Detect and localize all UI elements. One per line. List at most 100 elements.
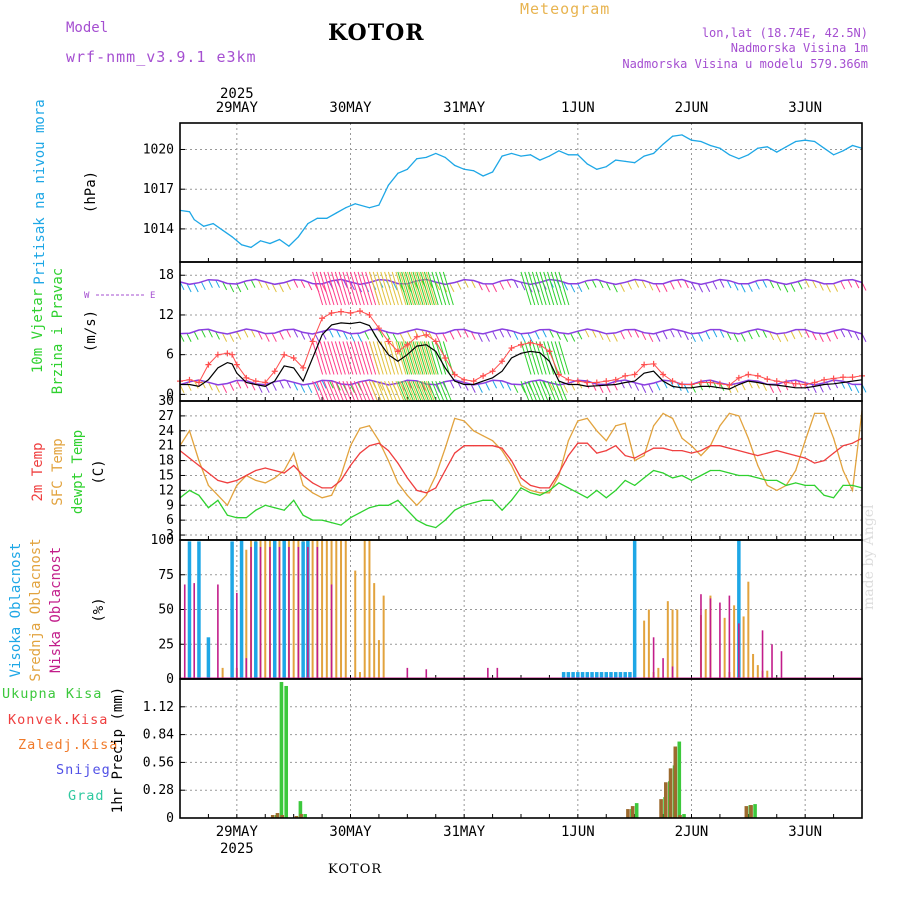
y-tick-label: 0.84 — [143, 728, 174, 743]
wind-gust-marker — [385, 338, 392, 345]
dewpoint-point — [188, 489, 191, 491]
wind-hatch — [539, 271, 551, 306]
wind-gust-marker — [281, 351, 288, 358]
temp-sfc-point — [634, 459, 636, 462]
wind-gust-marker — [660, 371, 667, 378]
wind-hatch — [327, 271, 339, 306]
cloud-high-bar — [585, 672, 590, 678]
cloud-mid-bar — [756, 665, 759, 678]
precip-conv-bar — [280, 815, 284, 818]
wind-hatch — [315, 380, 325, 402]
wind-barb — [456, 329, 462, 338]
temp-sfc-point — [520, 484, 522, 486]
wind-barb — [200, 379, 206, 389]
temp-sfc-point — [624, 422, 626, 424]
temp-sfc-point — [217, 494, 219, 496]
cloud-low-bar — [307, 546, 309, 678]
wind-gust-marker — [195, 379, 202, 386]
wind-hatch — [368, 380, 378, 402]
wind-gust-marker — [356, 307, 363, 314]
wind-hatch — [372, 271, 384, 306]
wind-barb — [733, 282, 739, 291]
wind-hatch — [425, 271, 437, 306]
wind-barb — [470, 384, 476, 393]
temp-2m-point — [851, 442, 854, 444]
wind-hatch — [350, 341, 361, 375]
wind-gust-marker — [584, 379, 591, 386]
wind-hatch — [524, 380, 534, 402]
temp-title-2m: 2m Temp — [30, 442, 46, 501]
pressure-point — [212, 223, 214, 225]
dewpoint-point — [728, 472, 730, 474]
wind-barb — [350, 333, 355, 342]
wind-barb — [620, 330, 625, 340]
wind-barb — [634, 382, 640, 391]
wind-hatch — [403, 271, 415, 306]
wind-barb — [307, 384, 313, 393]
wind-hatch — [418, 380, 428, 402]
wind-barb — [833, 330, 839, 340]
pressure-point — [653, 152, 655, 155]
cloud-mid-bar — [335, 540, 338, 678]
wind-barb — [271, 333, 277, 342]
cloud-mid-bar — [723, 617, 726, 678]
wind-barb — [769, 279, 775, 289]
dewpoint-point — [567, 487, 569, 489]
wind-barb — [477, 384, 483, 393]
temp-2m-point — [264, 467, 266, 469]
wind-barb — [790, 283, 796, 292]
temp-sfc-point — [529, 489, 532, 491]
cloud-high-bar — [613, 672, 618, 678]
y-tick-label: 75 — [158, 568, 174, 583]
temp-sfc-point — [596, 430, 598, 432]
dewpoint-point — [406, 509, 408, 511]
temp-sfc-point — [236, 484, 238, 486]
wind-barb — [563, 282, 569, 291]
pressure-point — [634, 162, 636, 164]
x-day-label-top: 30MAY — [329, 100, 372, 116]
wind-hatch — [412, 341, 424, 375]
pressure-point — [193, 219, 195, 221]
wind-hatch — [384, 341, 396, 375]
temp-sfc-point — [387, 459, 389, 462]
wind-gust-marker — [470, 378, 477, 385]
temp-2m-point — [473, 445, 475, 447]
wind-barb — [648, 282, 654, 291]
temp-title-dew: dewpt Temp — [70, 430, 86, 514]
wind-barb — [350, 281, 355, 291]
wind-barb — [222, 281, 228, 291]
wind-gust-marker — [536, 341, 543, 348]
wind-hatch — [420, 271, 432, 306]
wind-barb — [435, 384, 441, 393]
temp-2m-point — [577, 442, 579, 444]
wind-barb — [449, 331, 455, 340]
pressure-point — [406, 168, 408, 170]
wind-hatch — [387, 380, 397, 402]
wind-hatch — [365, 380, 375, 402]
dewpoint-point — [596, 489, 598, 491]
precip-conv-bar — [744, 806, 749, 818]
y-tick-label: 18 — [158, 454, 174, 469]
temp-2m-point — [709, 445, 712, 447]
temp-sfc-point — [567, 440, 569, 442]
dewpoint-point — [823, 494, 825, 496]
temp-sfc-point — [321, 497, 323, 499]
dewpoint-point — [283, 509, 285, 511]
wind-hatch — [528, 271, 540, 306]
temp-2m-point — [340, 479, 342, 482]
wind-hatch — [410, 341, 422, 375]
cloud-low-bar — [671, 666, 674, 678]
pressure-point — [491, 171, 494, 173]
wind-barb — [769, 384, 775, 394]
pressure-point — [307, 223, 309, 225]
temp-2m-point — [624, 455, 626, 457]
cloud-title-high: Visoka Oblacnost — [8, 543, 24, 678]
pressure-point — [510, 152, 513, 155]
pressure-point — [188, 211, 191, 213]
temp-2m-point — [643, 452, 645, 454]
wind-barb — [392, 281, 398, 291]
wind-hatch — [528, 341, 540, 375]
wind-barb — [449, 380, 455, 389]
pressure-point — [326, 217, 328, 219]
y-tick-label: 9 — [166, 498, 174, 513]
